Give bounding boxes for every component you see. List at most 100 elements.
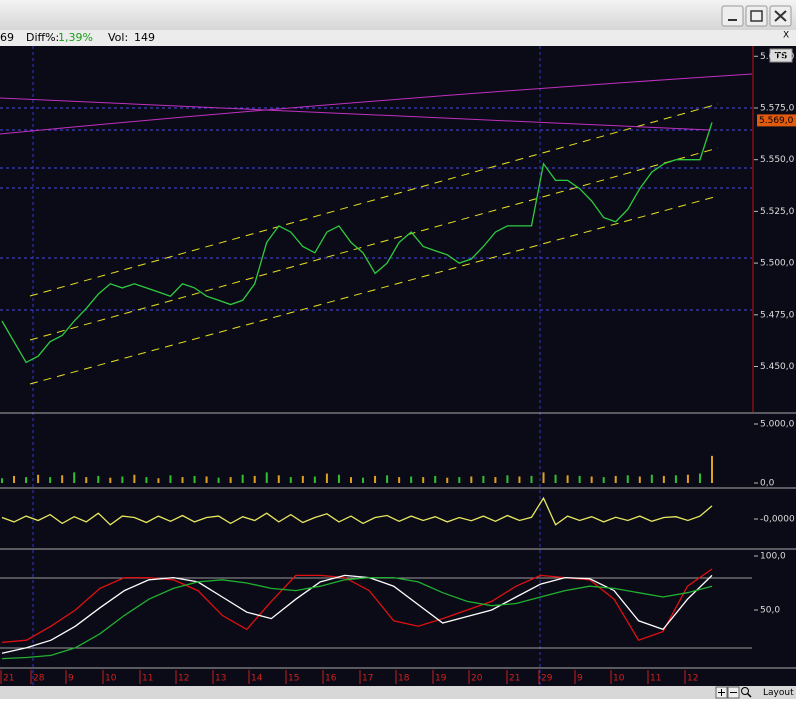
volume-bar [494, 477, 497, 483]
volume-bar [386, 475, 389, 483]
volume-bar [422, 477, 425, 483]
volume-bar [265, 472, 268, 483]
y-tick-label: 5.475,0 [760, 310, 795, 320]
volume-bar [482, 475, 485, 483]
x-tick-label: 10 [105, 674, 117, 684]
volume-bar [325, 473, 328, 483]
x-tick-label: 21 [509, 674, 520, 684]
volume-bar [49, 477, 52, 483]
volume-bar [398, 477, 401, 483]
volume-bar [698, 473, 701, 483]
last-price-box [757, 114, 796, 127]
x-tick-label: 9 [68, 674, 74, 684]
chart-area [0, 46, 796, 686]
x-tick-label: 13 [215, 674, 226, 684]
volume-bar [674, 475, 677, 483]
x-tick-label: 17 [362, 674, 373, 684]
volume-bar [614, 475, 617, 483]
volume-bar [711, 455, 713, 483]
volume-bar [13, 475, 16, 483]
last: 69 [0, 31, 14, 44]
diff: 1,39% [58, 31, 93, 44]
minimize-button[interactable] [721, 5, 744, 27]
volume-bar [181, 477, 184, 483]
y-tick-label: 50,0 [760, 606, 780, 616]
volume-bar [434, 475, 437, 483]
x-tick-label: 14 [251, 674, 263, 684]
volume-bar [518, 476, 521, 483]
volume-bar [37, 474, 40, 483]
volume-bar [650, 474, 653, 483]
x-tick-label: 12 [178, 674, 189, 684]
volume-bar [205, 476, 208, 483]
maximize-button[interactable] [745, 5, 768, 27]
volume-bar [145, 477, 148, 483]
volume-bar [109, 477, 112, 483]
x-tick-label: 19 [435, 674, 447, 684]
volume-bar [374, 475, 377, 483]
y-tick-label: 5.575,0 [760, 103, 795, 113]
volume-bar [25, 477, 28, 483]
volume-bar [253, 475, 256, 483]
volume-bar [241, 474, 244, 483]
ts-button[interactable] [769, 48, 793, 63]
y-tick-label: 0,0 [760, 479, 775, 489]
volume-bar [157, 478, 160, 483]
vol-label: Vol: [108, 31, 128, 44]
volume-bar [217, 477, 220, 483]
volume-bar [277, 475, 280, 483]
day-separators [32, 46, 541, 686]
x-tick-label: 12 [687, 674, 698, 684]
volume-bar [1, 478, 3, 483]
series-line [1, 576, 713, 660]
volume-bar [301, 475, 304, 483]
series-line [1, 568, 713, 644]
status-bar [0, 686, 796, 699]
volume-bar [638, 476, 641, 483]
series-line [1, 574, 713, 654]
close-chart[interactable]: X [783, 31, 789, 41]
volume-bar [193, 475, 196, 483]
y-tick-label: 100,0 [760, 552, 786, 562]
y-tick-label: 5.525,0 [760, 207, 795, 217]
info-bar [0, 30, 796, 46]
ts-label: TS [775, 52, 788, 62]
volume-bar [602, 477, 605, 483]
volume-bar [97, 475, 100, 483]
volume-bar [85, 477, 88, 483]
last-price-label: 5.569,0 [759, 116, 794, 126]
volume-bar [530, 475, 533, 483]
volume-bar [73, 472, 76, 483]
volume-bar [446, 477, 449, 483]
trend-channel [29, 103, 719, 385]
x-tick-label: 18 [398, 674, 410, 684]
price-line [1, 122, 713, 364]
volume-bar [121, 476, 124, 483]
volume-bar [566, 475, 569, 483]
diff-label: Diff%: [26, 31, 59, 44]
price-line [1, 496, 713, 526]
x-tick-label: 9 [577, 674, 583, 684]
search[interactable] [741, 687, 749, 695]
volume-bar [578, 475, 581, 483]
volume-bar [289, 477, 292, 483]
y-tick-label: 5.450,0 [760, 362, 795, 372]
x-tick-label: 16 [325, 674, 337, 684]
volume-bar [470, 476, 473, 483]
y-tick-label: -0,0000 [760, 515, 795, 525]
x-tick-label: 15 [288, 674, 299, 684]
volume-bar [61, 475, 64, 483]
volume-bar [662, 475, 665, 483]
volume-bar [133, 474, 136, 483]
y-tick-label: 5.000,0 [760, 420, 795, 430]
volume-bar [229, 477, 232, 483]
y-tick-label: 5.600,0 [760, 52, 795, 62]
volume-bar [313, 476, 316, 483]
layout-button[interactable]: Layout [763, 688, 794, 698]
volume-bar [686, 474, 689, 483]
y-tick-label: 5.500,0 [760, 259, 795, 269]
window-buttons [721, 5, 792, 27]
volume-bar [410, 476, 413, 483]
